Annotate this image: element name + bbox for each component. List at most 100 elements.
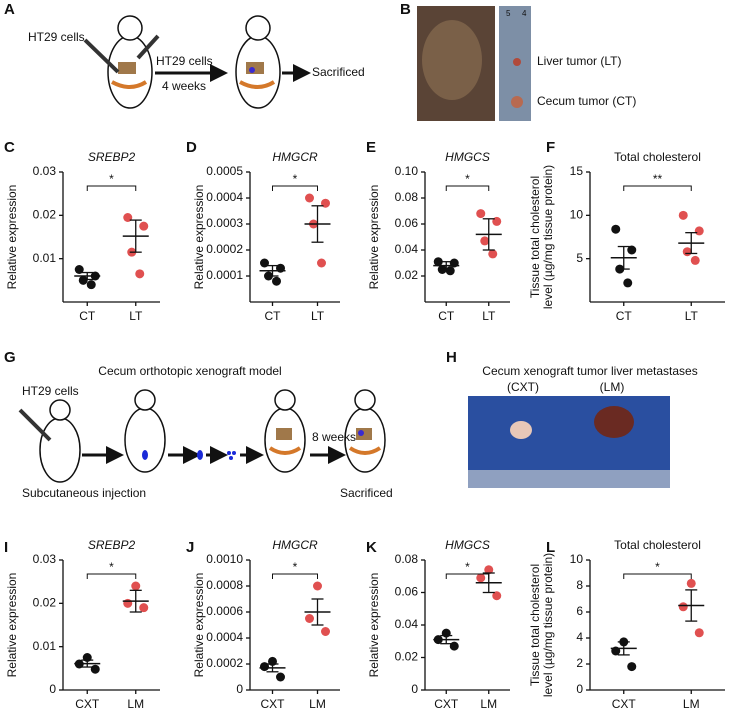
- data-point: [86, 280, 96, 290]
- x-tick-label: LT: [311, 309, 325, 323]
- data-point: [682, 247, 692, 257]
- error-bar: [617, 641, 630, 656]
- y-tick-label: 0.0004: [206, 190, 243, 204]
- significance-bracket: [272, 573, 318, 579]
- tumor: [513, 58, 521, 66]
- y-tick-label: 8: [576, 578, 583, 592]
- significance-bracket: [623, 573, 692, 579]
- panel-letter: I: [4, 539, 8, 556]
- chart-title: HMGCS: [445, 538, 490, 552]
- data-point: [272, 276, 281, 286]
- y-tick-label: 0.06: [395, 216, 419, 230]
- y-tick-label: 0.04: [395, 242, 419, 256]
- error-bar: [129, 589, 142, 613]
- x-tick-label: LT: [685, 309, 699, 323]
- y-axis-label: level (µg/mg tissue protein): [541, 553, 555, 697]
- y-tick-label: 0.01: [33, 639, 57, 653]
- significance-label: *: [109, 560, 114, 574]
- data-point: [623, 278, 633, 288]
- x-tick-label: CT: [616, 309, 633, 323]
- data-point: [690, 255, 700, 265]
- data-point: [139, 221, 149, 231]
- y-tick-label: 2: [576, 656, 583, 670]
- significance-bracket: [445, 573, 490, 579]
- chart-title: HMGCS: [445, 150, 490, 164]
- x-tick-label: CT: [265, 309, 282, 323]
- x-tick-label: LT: [129, 309, 143, 323]
- data-point: [317, 258, 326, 268]
- error-bar: [482, 218, 495, 251]
- error-bar: [266, 663, 279, 673]
- y-tick-label: 0: [49, 682, 56, 696]
- time-label: 8 weeks: [312, 430, 356, 444]
- error-bar: [617, 245, 630, 270]
- y-tick-label: 0.0002: [206, 656, 243, 670]
- tumor-label: Cecum tumor (CT): [537, 94, 636, 108]
- y-tick-label: 10: [570, 552, 584, 566]
- x-tick-label: CT: [79, 309, 96, 323]
- panel-letter: F: [546, 139, 555, 156]
- y-tick-label: 0.0010: [206, 552, 243, 566]
- data-point: [678, 210, 688, 220]
- error-bar: [440, 634, 453, 645]
- x-tick-label: LM: [480, 697, 497, 711]
- data-point: [480, 236, 490, 246]
- data-point: [78, 275, 88, 285]
- data-point: [492, 591, 502, 601]
- data-point: [476, 573, 486, 583]
- sample-label: (LM): [600, 380, 625, 394]
- y-axis-label: Tissue total cholesterol: [528, 176, 542, 298]
- y-tick-label: 0.02: [395, 650, 419, 664]
- y-axis-label: Relative expression: [367, 185, 381, 290]
- data-point: [139, 603, 149, 613]
- significance-bracket: [86, 185, 137, 191]
- x-tick-label: CXT: [75, 697, 100, 711]
- data-point: [276, 672, 285, 682]
- data-point: [694, 226, 704, 236]
- chart-title: SREBP2: [88, 538, 136, 552]
- y-tick-label: 0.08: [395, 552, 419, 566]
- data-point: [488, 249, 498, 259]
- y-tick-label: 4: [576, 630, 583, 644]
- y-tick-label: 0.03: [33, 164, 57, 178]
- y-tick-label: 0.0005: [206, 164, 243, 178]
- y-tick-label: 0: [576, 682, 583, 696]
- y-tick-label: 0.02: [33, 596, 57, 610]
- chart-title: Total cholesterol: [614, 538, 701, 552]
- y-tick-label: 5: [576, 251, 583, 265]
- error-bar: [311, 205, 324, 243]
- y-tick-label: 0.04: [395, 617, 419, 631]
- error-bar: [266, 264, 279, 277]
- y-tick-label: 0.06: [395, 585, 419, 599]
- y-tick-label: 0.0004: [206, 630, 243, 644]
- x-tick-label: CT: [438, 309, 455, 323]
- panel-letter: A: [4, 1, 15, 18]
- y-axis-label: Relative expression: [192, 573, 206, 678]
- photo-detail: [422, 20, 482, 100]
- tumor: [510, 421, 532, 439]
- end-label: Sacrificed: [312, 65, 365, 79]
- y-tick-label: 0: [411, 682, 418, 696]
- data-point: [123, 598, 133, 608]
- panel-a-diagram: [83, 15, 311, 109]
- ruler: [468, 470, 670, 488]
- data-point: [476, 209, 486, 219]
- data-point: [694, 628, 704, 638]
- panel-letter: G: [4, 349, 16, 366]
- y-tick-label: 6: [576, 604, 583, 618]
- significance-bracket: [445, 185, 490, 191]
- y-tick-label: 0: [236, 682, 243, 696]
- y-axis-label: Relative expression: [192, 185, 206, 290]
- data-point: [433, 257, 443, 267]
- data-point: [313, 581, 322, 591]
- y-tick-label: 15: [570, 164, 584, 178]
- x-tick-label: LM: [683, 697, 700, 711]
- chart-title: HMGCR: [272, 538, 318, 552]
- data-point: [449, 641, 459, 651]
- y-tick-label: 0.0008: [206, 578, 243, 592]
- data-point: [74, 265, 84, 274]
- tumor-label: Liver tumor (LT): [537, 54, 621, 68]
- y-axis-label: Tissue total cholesterol: [528, 564, 542, 686]
- panel-letter: K: [366, 539, 377, 556]
- error-bar: [685, 232, 698, 255]
